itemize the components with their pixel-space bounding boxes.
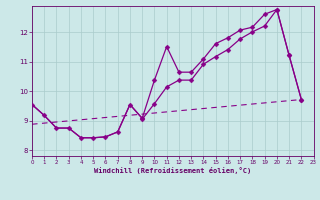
X-axis label: Windchill (Refroidissement éolien,°C): Windchill (Refroidissement éolien,°C) bbox=[94, 167, 252, 174]
